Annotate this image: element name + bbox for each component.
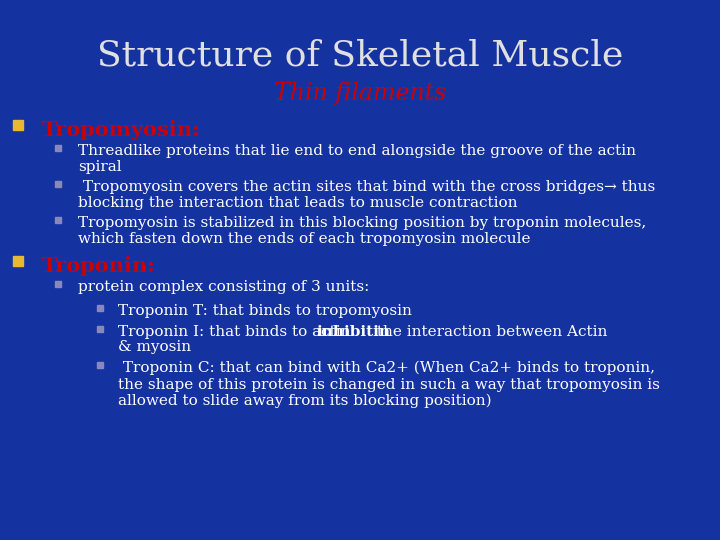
Text: the interaction between Actin: the interaction between Actin <box>372 325 608 339</box>
Text: & myosin: & myosin <box>118 340 191 354</box>
Text: Troponin I: that binds to actin: Troponin I: that binds to actin <box>118 325 356 339</box>
Text: Troponin:: Troponin: <box>42 256 156 276</box>
Text: inhibitin: inhibitin <box>316 325 390 339</box>
Text: Structure of Skeletal Muscle: Structure of Skeletal Muscle <box>96 38 624 72</box>
Text: Troponin C: that can bind with Ca2+ (When Ca2+ binds to troponin,
the shape of t: Troponin C: that can bind with Ca2+ (Whe… <box>118 361 660 408</box>
Text: Tropomyosin covers the actin sites that bind with the cross bridges→ thus
blocki: Tropomyosin covers the actin sites that … <box>78 180 655 210</box>
Text: Tropomyosin:: Tropomyosin: <box>42 120 201 140</box>
Text: Thin filaments: Thin filaments <box>274 82 446 105</box>
Text: Tropomyosin is stabilized in this blocking position by troponin molecules,
which: Tropomyosin is stabilized in this blocki… <box>78 216 647 246</box>
Text: Threadlike proteins that lie end to end alongside the groove of the actin
spiral: Threadlike proteins that lie end to end … <box>78 144 636 174</box>
Text: protein complex consisting of 3 units:: protein complex consisting of 3 units: <box>78 280 369 294</box>
Text: Troponin T: that binds to tropomyosin: Troponin T: that binds to tropomyosin <box>118 304 412 318</box>
